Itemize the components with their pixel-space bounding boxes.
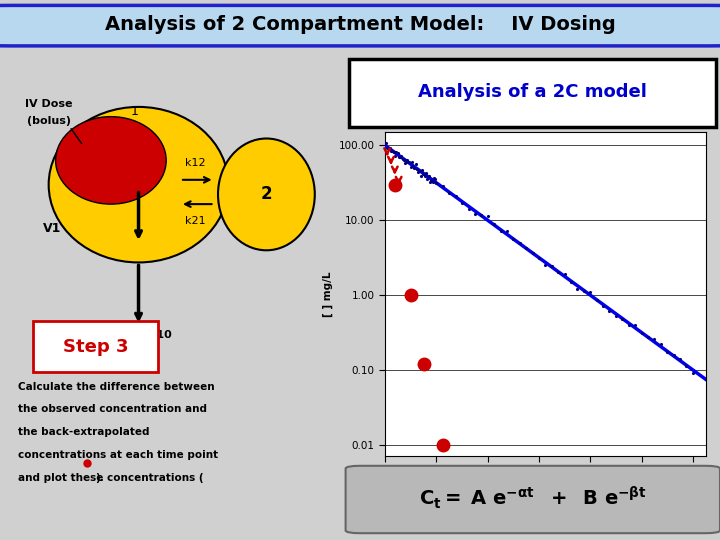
Text: Analysis of a 2C model: Analysis of a 2C model: [418, 83, 647, 100]
Text: $\mathbf{C_t = \ A\ e^{-\alpha t} \ \ + \ \ B\ e^{-\beta t}}$: $\mathbf{C_t = \ A\ e^{-\alpha t} \ \ + …: [419, 485, 647, 511]
FancyBboxPatch shape: [33, 321, 158, 372]
Text: k10: k10: [149, 330, 171, 341]
Text: the observed concentration and: the observed concentration and: [17, 404, 207, 414]
Text: V1: V1: [43, 222, 61, 235]
Text: Step 3: Step 3: [63, 338, 128, 355]
Text: (bolus): (bolus): [27, 117, 71, 126]
Text: IV Dose: IV Dose: [25, 99, 73, 110]
Text: and plot these concentrations (: and plot these concentrations (: [17, 473, 203, 483]
Ellipse shape: [55, 117, 166, 204]
Text: the back-extrapolated: the back-extrapolated: [17, 427, 149, 437]
Text: k12: k12: [185, 158, 206, 167]
FancyBboxPatch shape: [349, 59, 716, 127]
Text: concentrations at each time point: concentrations at each time point: [17, 450, 217, 460]
Text: Analysis of 2 Compartment Model:    IV Dosing: Analysis of 2 Compartment Model: IV Dosi…: [104, 15, 616, 35]
X-axis label: Hours: Hours: [525, 482, 566, 495]
FancyBboxPatch shape: [0, 5, 720, 46]
Ellipse shape: [49, 107, 228, 262]
Y-axis label: [ ] mg/L: [ ] mg/L: [323, 272, 333, 317]
FancyBboxPatch shape: [346, 466, 720, 533]
Text: 1: 1: [131, 105, 139, 118]
Text: 2: 2: [261, 185, 272, 204]
Text: k21: k21: [185, 216, 206, 226]
Text: Calculate the difference between: Calculate the difference between: [17, 381, 214, 391]
Ellipse shape: [218, 138, 315, 250]
Text: ).: ).: [95, 473, 104, 483]
